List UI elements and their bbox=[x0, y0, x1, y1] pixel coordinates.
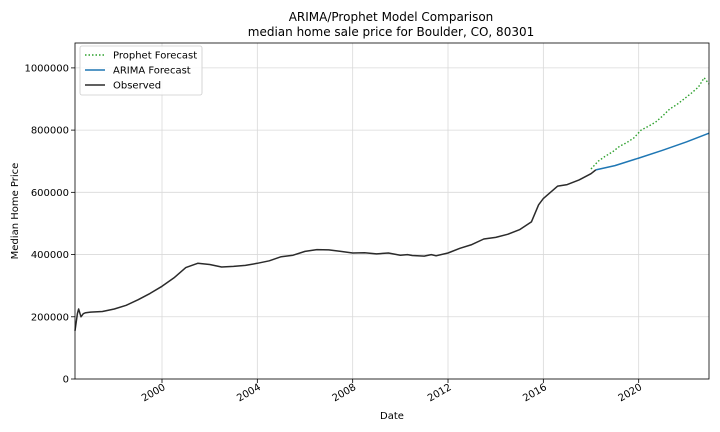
y-axis: 0 200000 400000 600000 800000 1000000 bbox=[24, 63, 75, 386]
x-tick-label: 2012 bbox=[426, 382, 454, 404]
x-tick-label: 2004 bbox=[235, 382, 263, 404]
legend-box bbox=[79, 45, 203, 96]
x-tick-label: 2020 bbox=[617, 382, 645, 404]
prophet-forecast-line bbox=[590, 77, 710, 170]
y-tick-label: 1000000 bbox=[24, 63, 69, 74]
legend-label-arima-forecast: ARIMA Forecast bbox=[113, 66, 191, 77]
x-axis: 2000 2004 2008 2012 2016 2020 bbox=[140, 379, 644, 404]
y-tick-label: 800000 bbox=[31, 126, 69, 137]
legend: Prophet Forecast ARIMA Forecast Observed bbox=[79, 45, 203, 96]
plot-frame bbox=[74, 42, 710, 380]
x-tick-label: 2000 bbox=[140, 382, 168, 404]
y-tick-label: 200000 bbox=[31, 312, 69, 323]
chart-subtitle: median home sale price for Boulder, CO, … bbox=[248, 25, 534, 39]
observed-line bbox=[74, 169, 597, 331]
series-layer bbox=[74, 77, 710, 331]
chart-title: ARIMA/Prophet Model Comparison bbox=[289, 10, 494, 24]
x-tick-label: 2008 bbox=[331, 382, 359, 404]
y-tick-label: 400000 bbox=[31, 250, 69, 261]
legend-label-prophet-forecast: Prophet Forecast bbox=[113, 51, 197, 62]
legend-label-observed: Observed bbox=[113, 81, 161, 92]
x-axis-label: Date bbox=[380, 411, 404, 422]
x-tick-label: 2016 bbox=[521, 382, 549, 404]
y-tick-label: 0 bbox=[63, 375, 69, 386]
y-tick-label: 600000 bbox=[31, 188, 69, 199]
arima-forecast-line bbox=[595, 132, 710, 171]
y-axis-label: Median Home Price bbox=[10, 163, 21, 260]
